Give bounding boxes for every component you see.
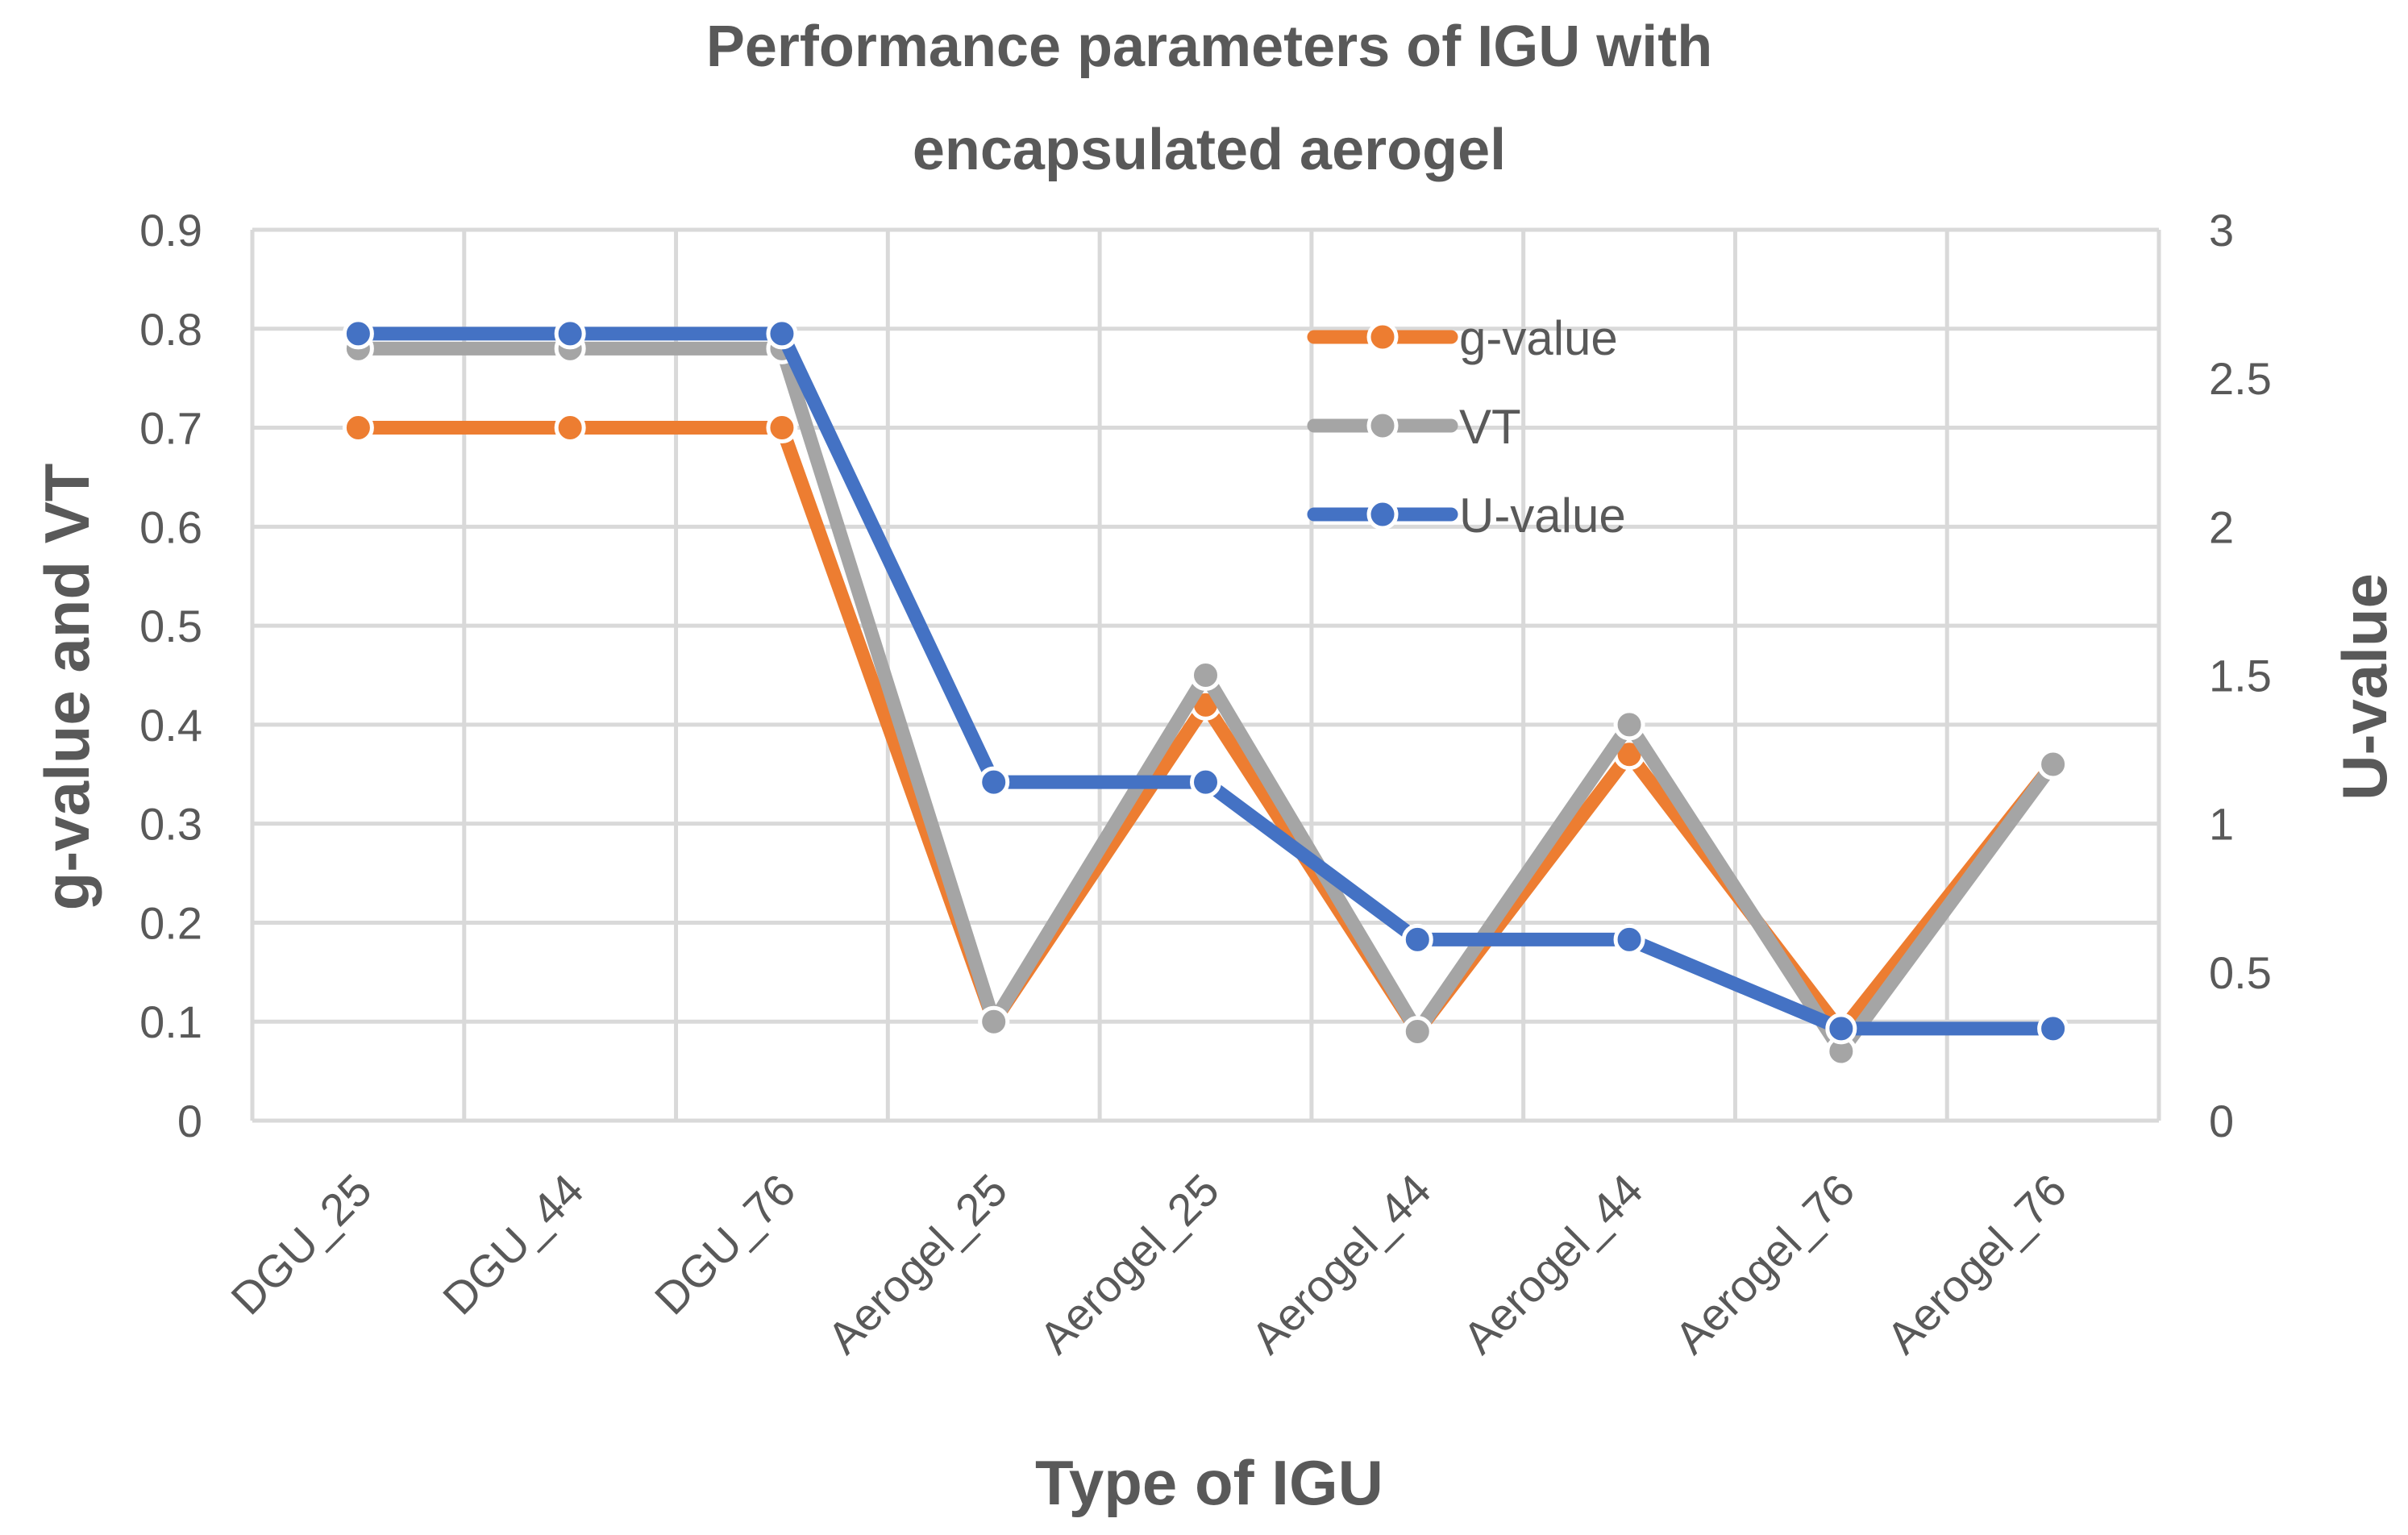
y-tick-label-left: 0.1 xyxy=(139,996,202,1047)
legend-label-g-value: g-value xyxy=(1459,311,1618,365)
x-tick-label: DGU_25 xyxy=(221,1164,381,1325)
y-tick-label-left: 0.4 xyxy=(139,700,202,751)
plot-area: 0 0.1 0.2 0.3 0.4 0.5 0.6 0.7 0.8 0.9 0 0.5 1 1.5 2 2.5… xyxy=(139,205,2272,1363)
x-tick-label: Aerogel_44 xyxy=(1241,1164,1441,1363)
data-point-g-value xyxy=(766,412,798,444)
y-tick-label-left: 0.2 xyxy=(139,897,202,948)
data-point-U-value xyxy=(554,318,586,350)
legend-label-VT: VT xyxy=(1459,400,1521,454)
x-tick-label: DGU_44 xyxy=(433,1164,593,1325)
data-point-VT xyxy=(1613,709,1645,741)
data-point-VT xyxy=(978,1005,1010,1038)
data-point-U-value xyxy=(1825,1013,1857,1045)
y-tick-label-left: 0.5 xyxy=(139,601,202,651)
x-tick-label: Aerogel_76 xyxy=(1665,1164,1864,1363)
legend-label-U-value: U-value xyxy=(1459,489,1626,543)
y-tick-label-left: 0.7 xyxy=(139,403,202,454)
y-axis-title-right: U-value xyxy=(2329,573,2400,801)
x-axis-title: Type of IGU xyxy=(1035,1447,1383,1518)
y-tick-label-left: 0.9 xyxy=(139,205,202,256)
y-tick-label-left: 0.8 xyxy=(139,304,202,355)
data-point-U-value xyxy=(1613,923,1645,955)
data-point-U-value xyxy=(1401,923,1433,955)
legend-marker-VT xyxy=(1366,410,1399,442)
data-point-U-value xyxy=(766,318,798,350)
x-tick-label: Aerogel_44 xyxy=(1453,1164,1652,1363)
y-tick-label-left: 0 xyxy=(177,1096,202,1146)
chart-title-line-1: Performance parameters of IGU with xyxy=(706,15,1712,79)
legend-marker-U-value xyxy=(1366,498,1399,530)
data-point-VT xyxy=(2037,748,2069,780)
data-point-U-value xyxy=(342,318,374,350)
data-point-U-value xyxy=(2037,1013,2069,1045)
y-tick-label-right: 0.5 xyxy=(2209,947,2272,998)
data-point-g-value xyxy=(554,412,586,444)
series-line-g-value xyxy=(351,421,2061,1038)
y-tick-label-right: 1 xyxy=(2209,799,2234,850)
y-tick-label-right: 0 xyxy=(2209,1096,2234,1146)
x-tick-label: Aerogel_25 xyxy=(1029,1164,1229,1363)
y-tick-label-left: 0.6 xyxy=(139,501,202,552)
y-tick-label-right: 2.5 xyxy=(2209,353,2272,404)
y-tick-label-left: 0.3 xyxy=(139,799,202,850)
y-axis-title-left: g-value and VT xyxy=(31,464,102,911)
chart-title-line-2: encapsulated aerogel xyxy=(913,118,1506,182)
legend-marker-g-value xyxy=(1366,321,1399,353)
y-tick-label-right: 3 xyxy=(2209,205,2234,256)
x-tick-label: Aerogel_76 xyxy=(1877,1164,2076,1363)
data-point-U-value xyxy=(978,766,1010,798)
x-tick-label: Aerogel_25 xyxy=(817,1164,1017,1363)
data-point-VT xyxy=(1190,659,1221,691)
data-point-VT xyxy=(1401,1016,1433,1047)
data-point-g-value xyxy=(342,412,374,444)
x-tick-label: DGU_76 xyxy=(645,1164,805,1325)
data-point-U-value xyxy=(1190,766,1221,798)
y-tick-label-right: 1.5 xyxy=(2209,651,2272,701)
y-tick-label-right: 2 xyxy=(2209,501,2234,552)
